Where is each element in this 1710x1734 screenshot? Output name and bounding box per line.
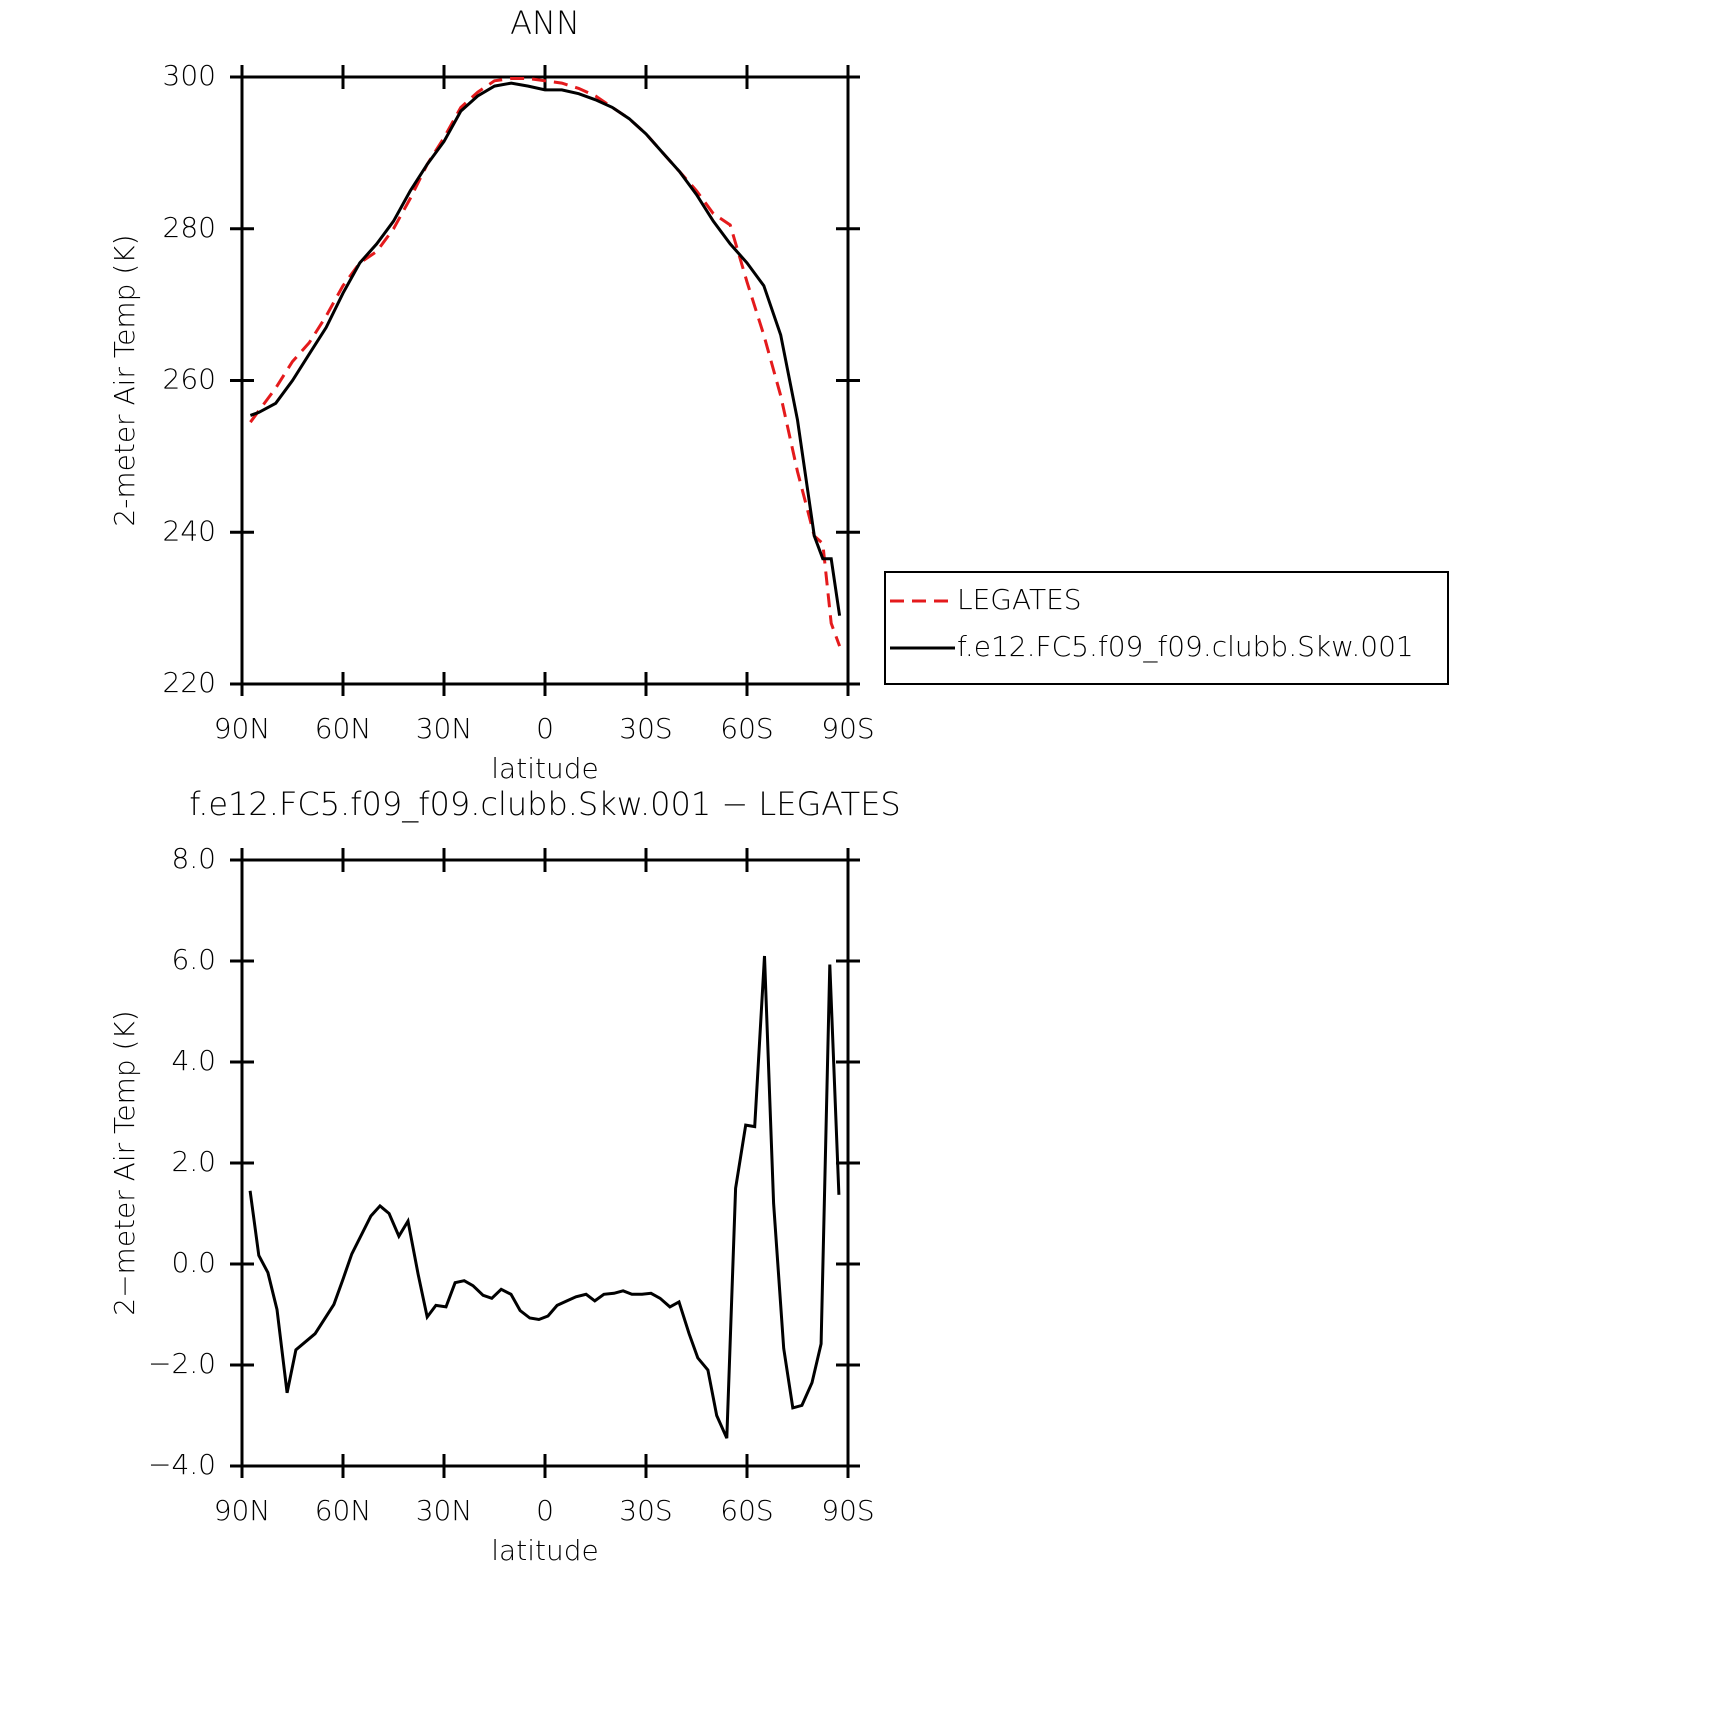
- y-tick-label: 280: [163, 211, 216, 244]
- plot-frame: [240, 858, 850, 1468]
- x-tick-label: 90S: [821, 712, 874, 745]
- x-axis-title: latitude: [491, 1534, 598, 1567]
- y-tick-label: 0.0: [171, 1246, 216, 1279]
- x-tick-label: 90N: [214, 1494, 271, 1527]
- data-line: [248, 955, 841, 1439]
- data-line: [249, 81, 842, 616]
- x-tick-label: 30S: [619, 712, 672, 745]
- y-tick-label: −2.0: [148, 1347, 216, 1380]
- x-tick-label: 30N: [416, 712, 473, 745]
- x-tick-label: 90S: [821, 1494, 874, 1527]
- y-tick-label: 300: [163, 59, 216, 92]
- x-tick-label: 60N: [315, 1494, 372, 1527]
- plot-frame: [240, 75, 850, 686]
- x-tick-label: 30N: [416, 1494, 473, 1527]
- y-axis-title: 2-meter Air Temp (K): [108, 234, 141, 526]
- y-tick-label: 260: [163, 363, 216, 396]
- x-tick-label: 30S: [619, 1494, 672, 1527]
- legend-label: LEGATES: [957, 583, 1082, 616]
- y-tick-label: 4.0: [171, 1044, 216, 1077]
- y-tick-label: 240: [163, 514, 216, 547]
- x-tick-label: 60N: [315, 712, 372, 745]
- legend-box: [884, 571, 1449, 685]
- x-tick-label: 0: [536, 712, 554, 745]
- x-tick-label: 60S: [720, 1494, 773, 1527]
- data-line: [249, 77, 842, 647]
- chart-title: ANN: [510, 4, 580, 42]
- y-tick-label: 2.0: [171, 1145, 216, 1178]
- y-tick-label: 6.0: [171, 943, 216, 976]
- y-tick-label: −4.0: [148, 1448, 216, 1481]
- x-tick-label: 90N: [214, 712, 271, 745]
- chart-title: f.e12.FC5.f09_f09.clubb.Skw.001 − LEGATE…: [189, 785, 900, 823]
- y-tick-label: 8.0: [171, 842, 216, 875]
- y-axis-title: 2−meter Air Temp (K): [108, 1010, 141, 1315]
- x-tick-label: 60S: [720, 712, 773, 745]
- y-tick-label: 220: [163, 666, 216, 699]
- x-tick-label: 0: [536, 1494, 554, 1527]
- x-axis-title: latitude: [491, 752, 598, 785]
- legend-label: f.e12.FC5.f09_f09.clubb.Skw.001: [957, 630, 1414, 664]
